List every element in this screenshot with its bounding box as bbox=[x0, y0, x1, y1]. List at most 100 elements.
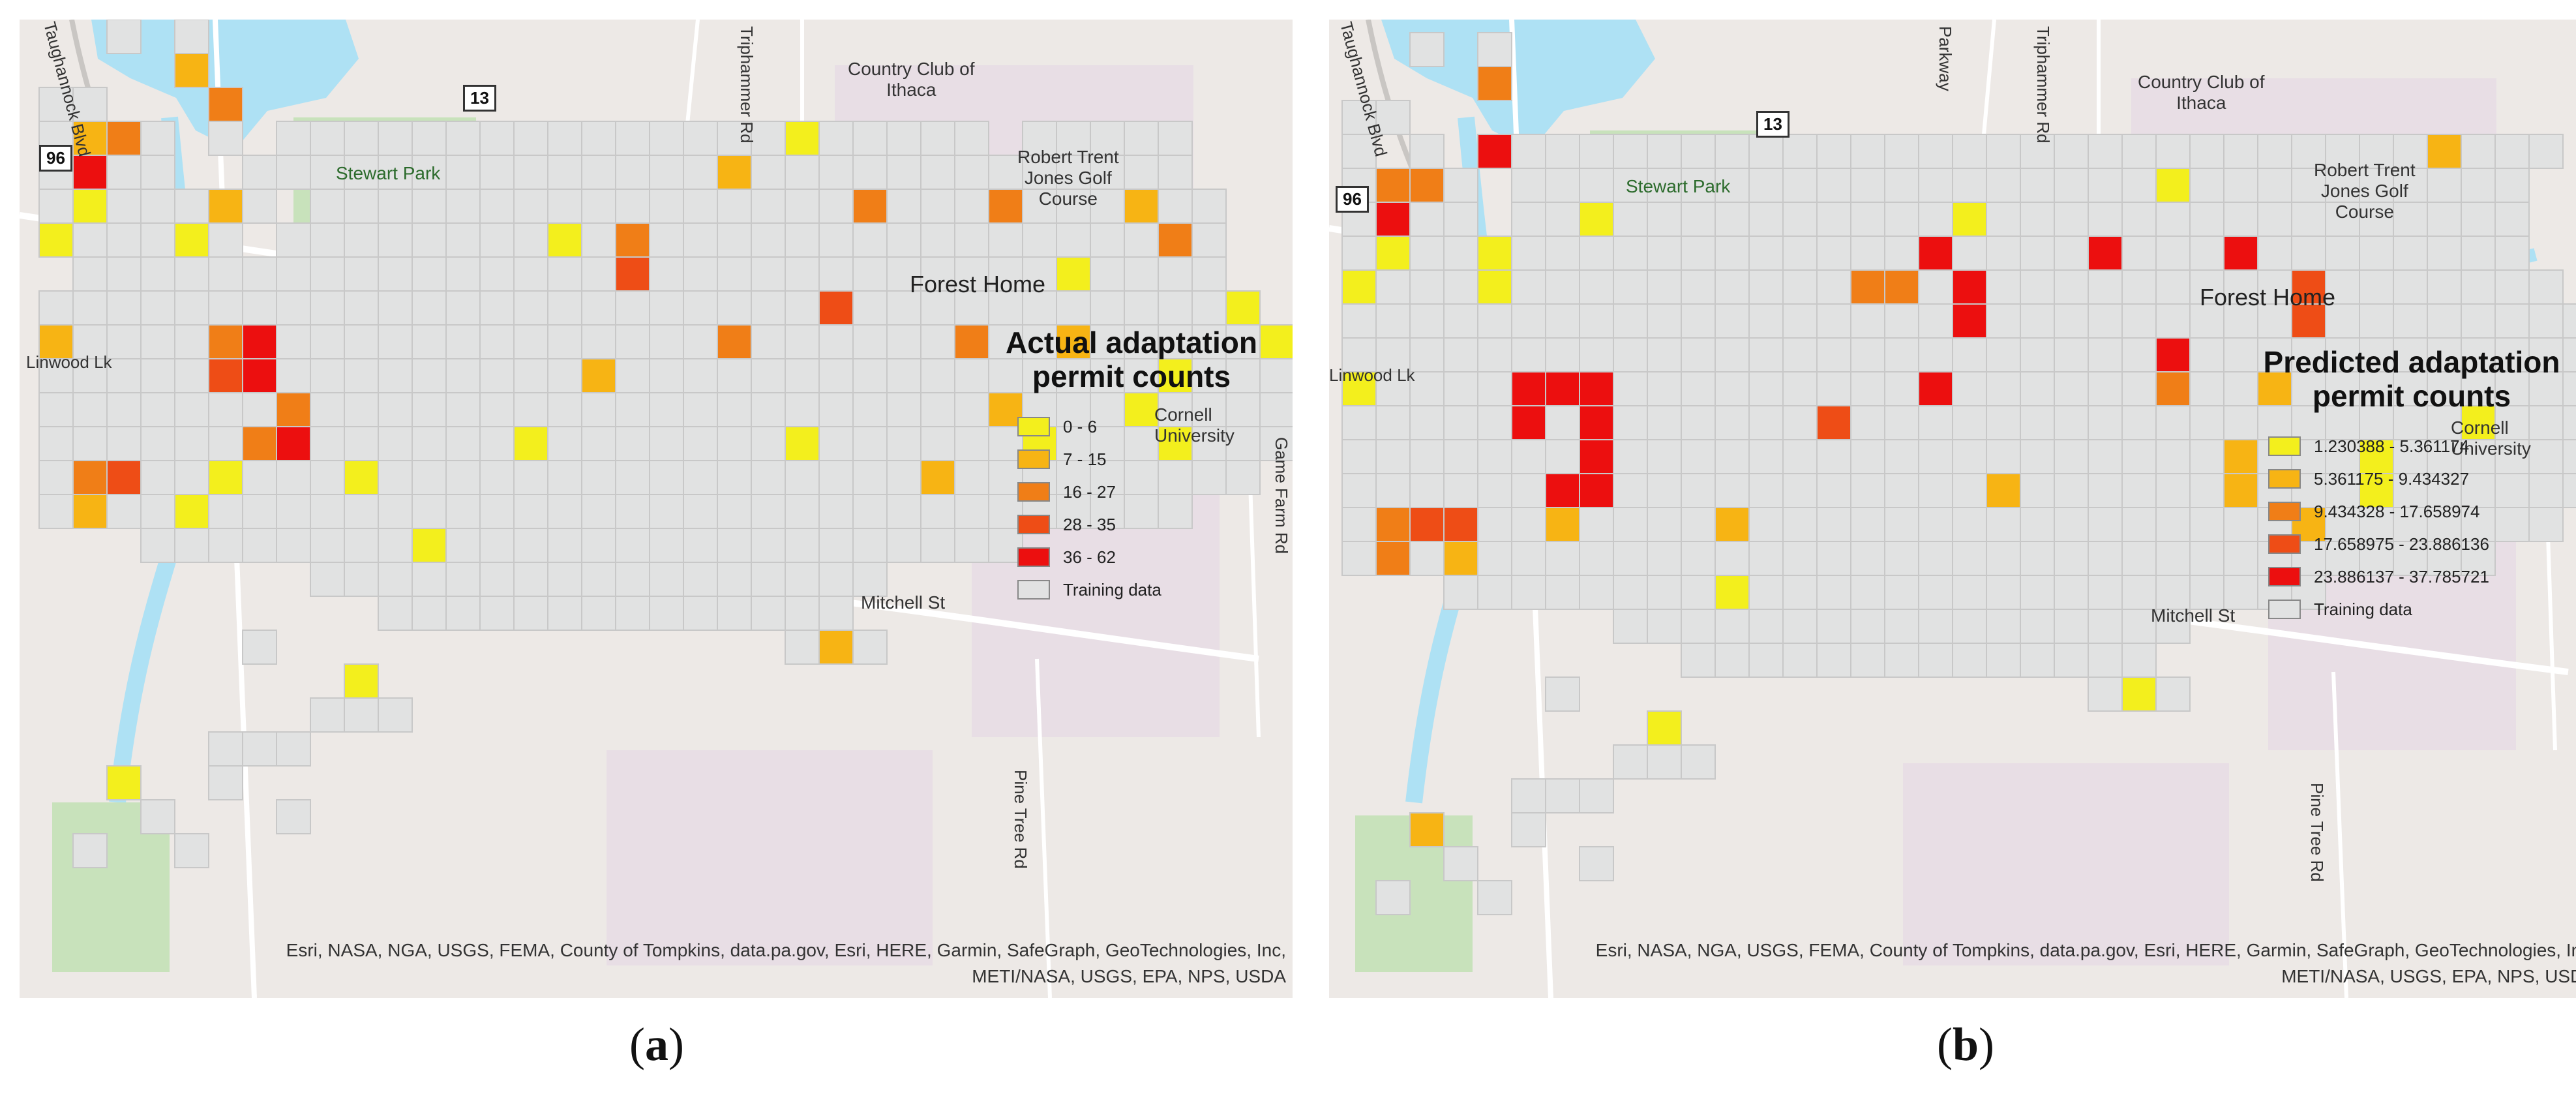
training-cell bbox=[1090, 426, 1125, 461]
training-cell bbox=[208, 731, 243, 767]
permit-cell-class-4 bbox=[2291, 303, 2326, 339]
place-mitchell: Mitchell St bbox=[861, 592, 946, 613]
training-cell bbox=[310, 222, 345, 258]
training-cell bbox=[852, 358, 888, 393]
training-cell bbox=[920, 426, 955, 461]
legend-list-a: 0 - 6 7 - 15 16 - 27 28 - 35 36 - 62 Tra… bbox=[978, 410, 1285, 606]
training-cell bbox=[140, 189, 175, 224]
training-cell bbox=[1816, 303, 1851, 339]
training-cell bbox=[1341, 236, 1377, 271]
training-cell bbox=[818, 494, 854, 529]
training-cell bbox=[2088, 134, 2123, 169]
training-cell bbox=[1511, 134, 1546, 169]
training-cell bbox=[2155, 303, 2191, 339]
training-cell bbox=[1816, 541, 1851, 576]
training-cell bbox=[2155, 202, 2191, 237]
permit-cell-class-1 bbox=[174, 494, 209, 529]
training-cell bbox=[2257, 269, 2292, 305]
training-cell bbox=[1884, 541, 1919, 576]
training-cell bbox=[2461, 371, 2496, 406]
training-cell bbox=[785, 460, 820, 495]
training-cell bbox=[2121, 202, 2157, 237]
training-cell bbox=[1613, 609, 1648, 644]
training-cell bbox=[1748, 168, 1784, 203]
training-cell bbox=[310, 562, 345, 597]
training-cell bbox=[174, 426, 209, 461]
training-cell bbox=[649, 324, 684, 359]
training-cell bbox=[2291, 337, 2326, 372]
training-cell bbox=[1816, 575, 1851, 610]
training-cell bbox=[2121, 134, 2157, 169]
training-cell bbox=[445, 392, 481, 427]
training-cell bbox=[2088, 676, 2123, 712]
training-cell bbox=[1884, 371, 1919, 406]
training-cell bbox=[649, 121, 684, 156]
training-cell bbox=[2359, 134, 2394, 169]
training-cell bbox=[1782, 439, 1818, 474]
legend-item: 1.230388 - 5.361174 bbox=[2268, 430, 2576, 463]
training-cell bbox=[378, 256, 413, 292]
permit-cell-class-2 bbox=[2223, 439, 2258, 474]
training-cell bbox=[2020, 371, 2055, 406]
training-cell bbox=[751, 189, 786, 224]
training-cell bbox=[344, 324, 379, 359]
training-cell bbox=[1681, 405, 1716, 440]
training-cell bbox=[513, 222, 548, 258]
training-cell bbox=[479, 494, 515, 529]
training-cell bbox=[378, 528, 413, 563]
training-cell bbox=[1443, 846, 1478, 881]
legend-item: 36 - 62 bbox=[1017, 541, 1285, 573]
training-cell bbox=[378, 189, 413, 224]
training-cell bbox=[2020, 439, 2055, 474]
training-cell bbox=[751, 528, 786, 563]
training-cell bbox=[683, 562, 718, 597]
training-cell bbox=[1259, 358, 1293, 393]
permit-cell-class-2 bbox=[208, 189, 243, 224]
training-cell bbox=[479, 426, 515, 461]
training-cell bbox=[1545, 337, 1580, 372]
training-cell bbox=[1511, 168, 1546, 203]
training-cell bbox=[1409, 32, 1445, 67]
training-cell bbox=[1952, 168, 1987, 203]
training-cell bbox=[479, 121, 515, 156]
legend-item: 7 - 15 bbox=[1017, 443, 1285, 476]
permit-cell-class-1 bbox=[344, 663, 379, 699]
training-cell bbox=[886, 324, 921, 359]
training-cell bbox=[751, 494, 786, 529]
training-cell bbox=[1986, 202, 2021, 237]
place-country-club: Country Club of Ithaca bbox=[848, 59, 975, 100]
place-forest-home: Forest Home bbox=[910, 271, 1046, 297]
permit-cell-class-3 bbox=[852, 189, 888, 224]
training-cell bbox=[106, 20, 142, 54]
training-cell bbox=[1986, 371, 2021, 406]
training-cell bbox=[649, 256, 684, 292]
training-cell bbox=[1443, 371, 1478, 406]
training-cell bbox=[581, 256, 616, 292]
training-cell bbox=[479, 290, 515, 326]
training-cell bbox=[445, 121, 481, 156]
training-cell bbox=[2494, 371, 2530, 406]
training-cell bbox=[818, 324, 854, 359]
training-cell bbox=[1225, 392, 1261, 427]
training-cell bbox=[1375, 371, 1411, 406]
training-cell bbox=[1850, 473, 1885, 508]
training-cell bbox=[2020, 168, 2055, 203]
permit-cell-class-3 bbox=[72, 460, 108, 495]
training-cell bbox=[852, 121, 888, 156]
place-linwood: Linwood Lk bbox=[1329, 365, 1415, 385]
training-cell bbox=[1511, 439, 1546, 474]
training-cell bbox=[2054, 575, 2089, 610]
training-cell bbox=[649, 155, 684, 190]
training-cell bbox=[1681, 371, 1716, 406]
training-cell bbox=[1158, 121, 1193, 156]
training-cell bbox=[920, 189, 955, 224]
training-cell bbox=[1613, 134, 1648, 169]
training-cell bbox=[140, 528, 175, 563]
training-cell bbox=[2054, 473, 2089, 508]
permit-cell-class-3 bbox=[1375, 541, 1411, 576]
training-cell bbox=[2088, 609, 2123, 644]
training-cell bbox=[2223, 168, 2258, 203]
training-cell bbox=[886, 494, 921, 529]
training-cell bbox=[2020, 541, 2055, 576]
training-cell bbox=[1647, 439, 1682, 474]
